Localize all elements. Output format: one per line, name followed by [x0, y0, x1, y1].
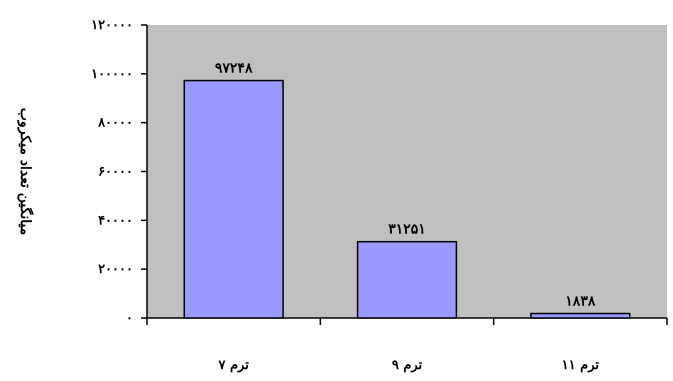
category-label: ترم ۱۱: [562, 358, 600, 373]
bar: [356, 240, 458, 319]
labels: ۰ ۲۰۰۰۰ ۴۰۰۰۰ ۶۰۰۰۰ ۸۰۰۰۰ ۱۰۰۰۰۰ ۱۲۰۰۰۰ ۹۷۲۴۸ تر…: [91, 18, 599, 373]
bar-value-label: ۳۱۲۵۱: [388, 222, 426, 238]
y-tick-label: ۶۰۰۰۰: [98, 165, 133, 180]
y-tick-label: ۰: [126, 311, 133, 326]
bar-value-label: ۹۷۲۴۸: [215, 61, 253, 77]
y-axis-title: میانگین تعداد میکروب: [17, 108, 34, 236]
y-tick-label: ۱۲۰۰۰۰: [91, 18, 133, 33]
category-label: ترم ۹: [392, 358, 423, 373]
bar: [183, 79, 284, 319]
bar: [530, 312, 631, 319]
y-tick-label: ۴۰۰۰۰: [98, 213, 133, 228]
y-tick-label: ۱۰۰۰۰۰: [91, 67, 133, 82]
category-label: ترم ۷: [217, 358, 249, 373]
y-axis-ticks: [141, 24, 668, 325]
y-tick-label: ۸۰۰۰۰: [97, 116, 133, 131]
bar-value-label: ۱۸۳۸: [565, 294, 596, 310]
bars: [183, 79, 631, 319]
y-tick-label: ۲۰۰۰۰: [98, 262, 133, 277]
